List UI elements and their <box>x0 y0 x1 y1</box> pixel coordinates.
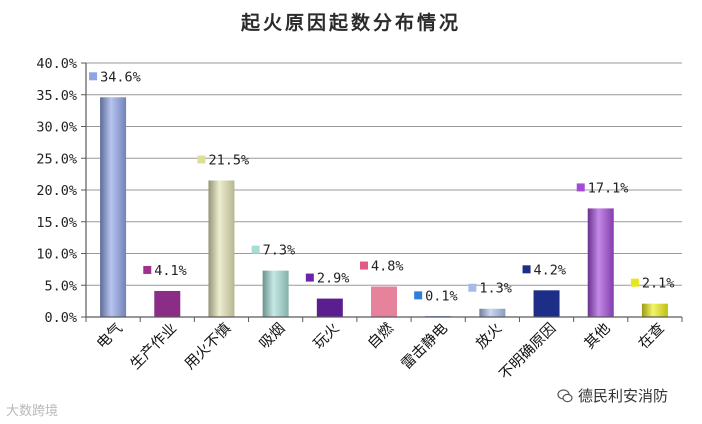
y-axis-ticks: 0.0% 5.0% 10.0% 15.0% 20.0% 25.0% 30.0% 35.0% 40… <box>36 56 86 326</box>
value-label-marker <box>360 261 368 270</box>
value-label-marker <box>630 278 639 287</box>
bar <box>641 303 668 317</box>
value-label-marker <box>251 245 260 254</box>
y-tick-label: 15.0% <box>36 215 77 231</box>
value-label: 4.1% <box>154 263 187 279</box>
value-label: 21.5% <box>208 152 249 168</box>
watermark-right-text: 德民利安消防 <box>578 387 669 405</box>
value-label-marker <box>414 291 423 300</box>
value-label: 2.9% <box>317 271 350 287</box>
wechat-icon <box>557 388 573 402</box>
value-label-marker <box>89 72 98 81</box>
value-label: 34.6% <box>100 69 141 85</box>
y-tick-label: 0.0% <box>44 310 77 326</box>
x-tick-label: 吸烟 <box>256 320 289 353</box>
value-label: 4.2% <box>534 262 567 278</box>
bar <box>371 286 397 317</box>
bar <box>533 290 560 317</box>
value-label: 2.1% <box>642 276 675 292</box>
bar <box>479 308 506 317</box>
y-tick-label: 25.0% <box>36 151 77 167</box>
watermark-left: 大数跨境 <box>6 400 58 419</box>
y-tick-label: 40.0% <box>36 56 77 72</box>
x-tick-label: 在查 <box>635 320 668 353</box>
y-tick-label: 20.0% <box>36 183 77 199</box>
value-label-marker <box>576 183 585 192</box>
bar <box>208 180 235 317</box>
x-tick-label: 雷击静电 <box>398 320 451 373</box>
value-label: 7.3% <box>263 243 296 259</box>
bar <box>100 97 127 317</box>
watermark-left-text: 大数跨境 <box>6 404 59 419</box>
x-tick-label: 电气 <box>93 320 126 353</box>
x-tick-label: 玩火 <box>311 321 343 353</box>
y-tick-label: 30.0% <box>36 120 77 136</box>
value-label: 17.1% <box>588 180 629 196</box>
y-tick-label: 10.0% <box>36 247 77 263</box>
value-label-marker <box>197 155 206 164</box>
x-tick-label: 自燃 <box>364 319 398 353</box>
value-labels: 34.6% 4.1% 21.5% 7.3% 2.9% 4.8% 0.1% 1.3% 4.2% 17… <box>89 69 674 304</box>
value-label: 0.1% <box>425 288 458 304</box>
value-label-marker <box>468 283 477 292</box>
x-tick-label: 不明确原因 <box>496 320 559 383</box>
bar <box>316 298 343 317</box>
x-tick-label: 用火不慎 <box>181 319 234 372</box>
x-tick-label: 生产作业 <box>127 320 180 373</box>
value-label: 4.8% <box>371 259 404 275</box>
y-tick-label: 5.0% <box>44 278 77 294</box>
y-tick-label: 35.0% <box>36 88 77 104</box>
bars <box>100 97 668 317</box>
value-label-marker <box>522 265 531 274</box>
bar <box>262 270 289 317</box>
value-label-marker <box>305 273 314 282</box>
watermark-right: 德民利安消防 <box>557 385 668 406</box>
x-tick-label: 放火 <box>473 320 506 353</box>
chart-title: 起火原因起数分布情况 <box>240 12 461 34</box>
value-label-marker <box>143 265 152 274</box>
x-tick-label: 其他 <box>581 320 614 353</box>
value-label: 1.3% <box>479 281 512 297</box>
bar <box>154 290 181 317</box>
bar <box>587 208 614 317</box>
